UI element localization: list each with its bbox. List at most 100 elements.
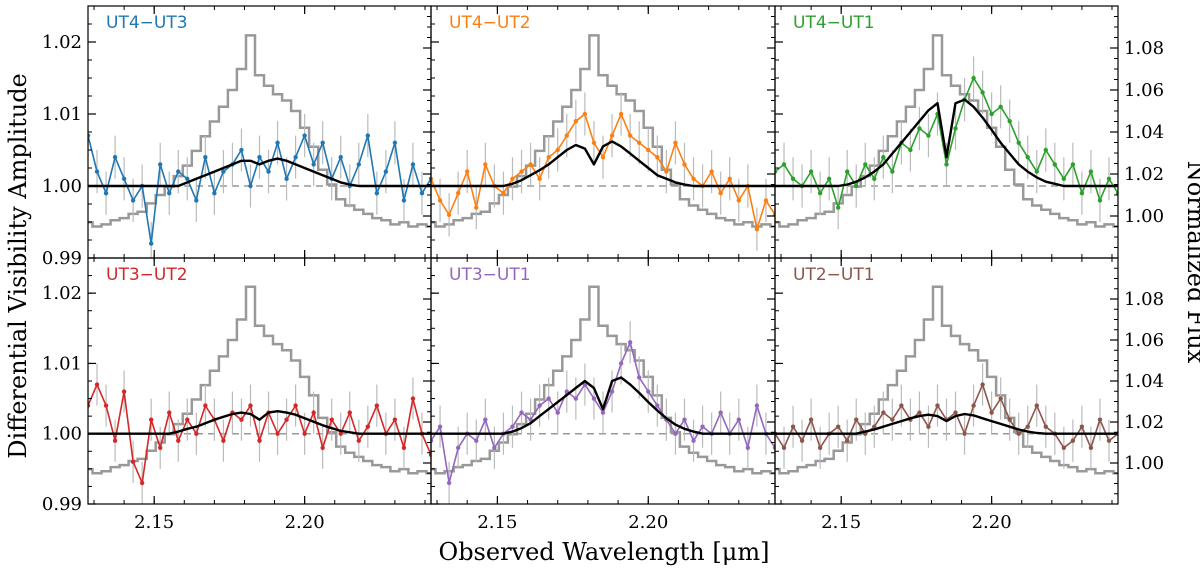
data-point [944,162,949,167]
data-point [474,205,479,210]
x-axis-label: Observed Wavelength [μm] [439,538,770,566]
data-point [700,424,705,429]
data-point [854,417,859,422]
data-point [826,176,832,181]
data-point [917,126,922,131]
data-point [564,389,569,394]
panel-2: UT4−UT2 [430,5,776,259]
data-point [94,382,100,387]
data-point [528,417,533,422]
panel-1: 0.99 1.00 1.01 1.02 UT4−UT3 [42,5,432,269]
data-point [365,133,371,138]
data-point [239,417,244,422]
data-point [1016,431,1021,436]
data-point [392,140,398,145]
data-point [284,176,289,181]
y-tick-label-left: 1.02 [42,32,82,53]
data-point [167,410,172,415]
panel-plot-area [88,285,431,504]
data-point [655,403,660,408]
data-point [248,403,253,408]
data-point [519,410,524,415]
x-tick-label: 2.20 [628,512,668,533]
panel-plot-area [431,285,775,504]
data-point [718,410,723,415]
model-curve [775,98,1118,188]
data-point [302,133,307,138]
flux-spectrum-line [775,285,1118,475]
data-point [275,140,280,145]
data-point [926,424,931,429]
flux-spectrum-line [88,34,431,228]
data-point [492,445,497,450]
y-tick-label-right: 1.00 [1124,453,1164,474]
data-point [266,169,271,174]
data-point [664,169,669,174]
data-point [203,403,208,408]
data-point [627,133,633,138]
data-point [573,119,579,124]
data-point [808,417,814,422]
data-point [600,155,606,160]
data-point [311,162,316,167]
data-point [953,126,958,131]
data-point [971,75,976,81]
data-point [148,417,154,422]
data-point [953,410,958,415]
data-point [817,191,823,196]
data-point [1007,119,1012,124]
flux-spectrum-line [431,34,775,228]
data-point [655,155,660,160]
data-point [356,162,361,167]
x-tick-label: 2.15 [821,512,861,533]
data-point [455,445,461,450]
data-point [546,155,551,160]
data-point [1007,417,1012,422]
data-point [835,205,841,210]
data-point [872,424,877,429]
data-point [673,431,678,436]
model-curve [775,412,1118,435]
y-tick-label-right: 1.00 [1124,206,1164,227]
data-point [455,191,461,196]
data-point [555,410,560,415]
panel-3: 1.00 1.02 1.04 1.06 1.08 UT4−UT1 [774,5,1164,259]
panel-frame [87,257,432,505]
data-point [356,438,361,443]
data-point [185,417,190,422]
data-point [537,403,542,408]
data-point [284,417,289,422]
data-point [1025,155,1030,160]
data-point [781,445,787,450]
data-point [646,389,651,394]
panel-title: UT4−UT3 [106,13,188,33]
data-point [899,403,904,408]
data-point [754,403,760,408]
data-point [673,140,678,145]
panel-frame [87,5,432,259]
data-point [691,438,696,443]
flux-spectrum-line [431,285,775,475]
y-tick-label-left: 0.99 [42,494,82,515]
data-point [293,155,298,160]
panel-title: UT2−UT1 [793,265,875,285]
model-curve [88,410,431,435]
data-point [167,191,172,196]
panel-title: UT4−UT1 [793,13,875,33]
data-point [446,212,452,217]
panel-6: 2.15 2.20 1.00 1.02 1.04 1.06 1.08 UT2−UT1 [774,257,1164,533]
data-point [754,227,760,232]
y-tick-label-left: 1.02 [42,283,82,304]
y-tick-label-left: 1.01 [42,353,82,374]
data-point [311,410,316,415]
data-point [1025,424,1030,429]
data-point [682,417,687,422]
model-curve [431,376,775,435]
data-point [1070,162,1076,167]
panel-4: 2.15 2.20 0.99 1.00 1.01 1.02 UT3−UT2 [42,257,432,533]
flux-spectrum-line [775,34,1118,228]
y-tick-label-left: 1.01 [42,104,82,125]
panel-plot-area [88,34,431,258]
data-point [121,176,127,181]
data-point [1106,176,1112,181]
